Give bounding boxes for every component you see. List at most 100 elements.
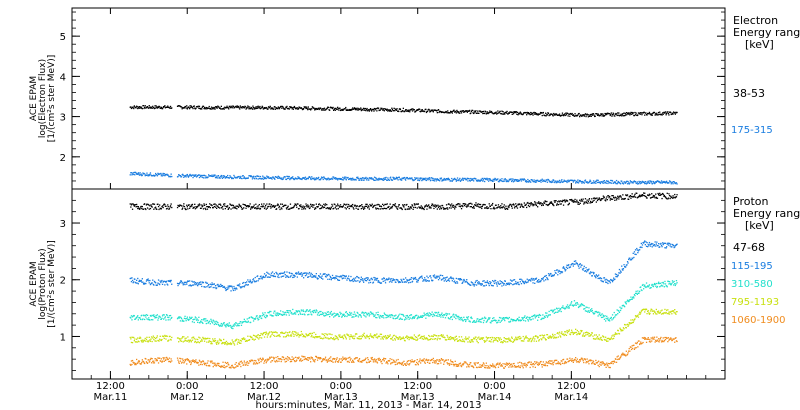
- data-point: [159, 106, 161, 108]
- data-point: [362, 280, 364, 282]
- data-point: [198, 281, 201, 284]
- data-point: [513, 112, 516, 114]
- data-point: [335, 275, 337, 277]
- data-point: [528, 316, 530, 319]
- data-point: [240, 342, 242, 344]
- data-point: [246, 318, 248, 320]
- data-point: [592, 200, 594, 202]
- data-point: [458, 111, 460, 113]
- data-point: [571, 198, 573, 201]
- data-point: [622, 269, 624, 271]
- data-point: [316, 310, 318, 312]
- data-point: [274, 205, 277, 207]
- data-point: [298, 176, 300, 179]
- data-point: [182, 341, 184, 343]
- data-point: [243, 281, 245, 284]
- data-point: [227, 342, 229, 344]
- data-point: [149, 340, 152, 342]
- data-point: [237, 341, 239, 343]
- data-point: [402, 177, 404, 180]
- data-point: [441, 278, 443, 281]
- data-point: [394, 318, 396, 320]
- data-point: [458, 203, 460, 205]
- data-point: [257, 178, 259, 180]
- data-point: [164, 175, 166, 177]
- data-point: [492, 202, 494, 205]
- data-point: [664, 196, 667, 198]
- data-point: [450, 276, 452, 278]
- data-point: [436, 315, 438, 317]
- data-point: [544, 115, 546, 117]
- data-point: [424, 177, 426, 179]
- data-point: [345, 311, 347, 313]
- data-point: [664, 112, 666, 114]
- data-point: [303, 177, 305, 179]
- data-point: [216, 177, 218, 179]
- data-point: [482, 110, 485, 113]
- data-point: [214, 338, 216, 340]
- data-point: [467, 205, 469, 207]
- data-point: [258, 338, 260, 340]
- data-point: [190, 206, 192, 208]
- data-point: [655, 113, 657, 115]
- data-point: [254, 335, 256, 337]
- data-point: [320, 207, 323, 209]
- data-point: [456, 281, 458, 283]
- data-point: [416, 177, 418, 179]
- data-point: [257, 107, 259, 109]
- data-point: [182, 174, 184, 176]
- data-point: [330, 310, 332, 313]
- data-point: [537, 114, 539, 116]
- data-point: [564, 270, 566, 272]
- data-point: [389, 177, 391, 179]
- data-point: [400, 278, 402, 281]
- data-point: [410, 277, 413, 279]
- data-point: [505, 111, 507, 113]
- data-point: [186, 206, 188, 208]
- data-point: [445, 280, 448, 282]
- data-point: [440, 178, 442, 180]
- data-point: [335, 314, 338, 316]
- data-point: [667, 198, 669, 200]
- data-point: [382, 179, 384, 181]
- data-point: [307, 206, 309, 208]
- data-point: [272, 274, 274, 277]
- data-point: [541, 179, 543, 181]
- data-point: [642, 283, 644, 286]
- data-point: [535, 181, 538, 183]
- data-point: [489, 283, 491, 285]
- data-point: [385, 176, 387, 179]
- data-point: [604, 112, 606, 115]
- data-point: [623, 112, 625, 114]
- data-point: [498, 206, 501, 208]
- data-point: [451, 180, 453, 182]
- data-point: [618, 196, 621, 198]
- data-point: [555, 311, 557, 313]
- data-point: [231, 339, 233, 341]
- data-point: [217, 175, 220, 177]
- data-point: [190, 106, 192, 109]
- data-point: [232, 341, 235, 343]
- data-point: [152, 279, 154, 281]
- data-point: [589, 115, 591, 117]
- data-point: [364, 177, 366, 180]
- data-point: [441, 204, 444, 207]
- data-point: [599, 277, 602, 279]
- data-point: [512, 279, 515, 281]
- data-point: [651, 180, 653, 183]
- data-point: [591, 310, 593, 312]
- data-point: [140, 279, 142, 282]
- data-point: [131, 342, 134, 344]
- data-point: [141, 281, 143, 283]
- data-point: [390, 110, 392, 112]
- data-point: [639, 112, 641, 114]
- data-point: [355, 107, 357, 109]
- data-point: [373, 276, 375, 279]
- data-point: [307, 314, 309, 316]
- data-point: [483, 319, 485, 322]
- data-point: [625, 302, 627, 304]
- data-point: [183, 176, 185, 178]
- data-point: [180, 106, 183, 108]
- data-point: [258, 335, 260, 337]
- data-point: [635, 290, 637, 292]
